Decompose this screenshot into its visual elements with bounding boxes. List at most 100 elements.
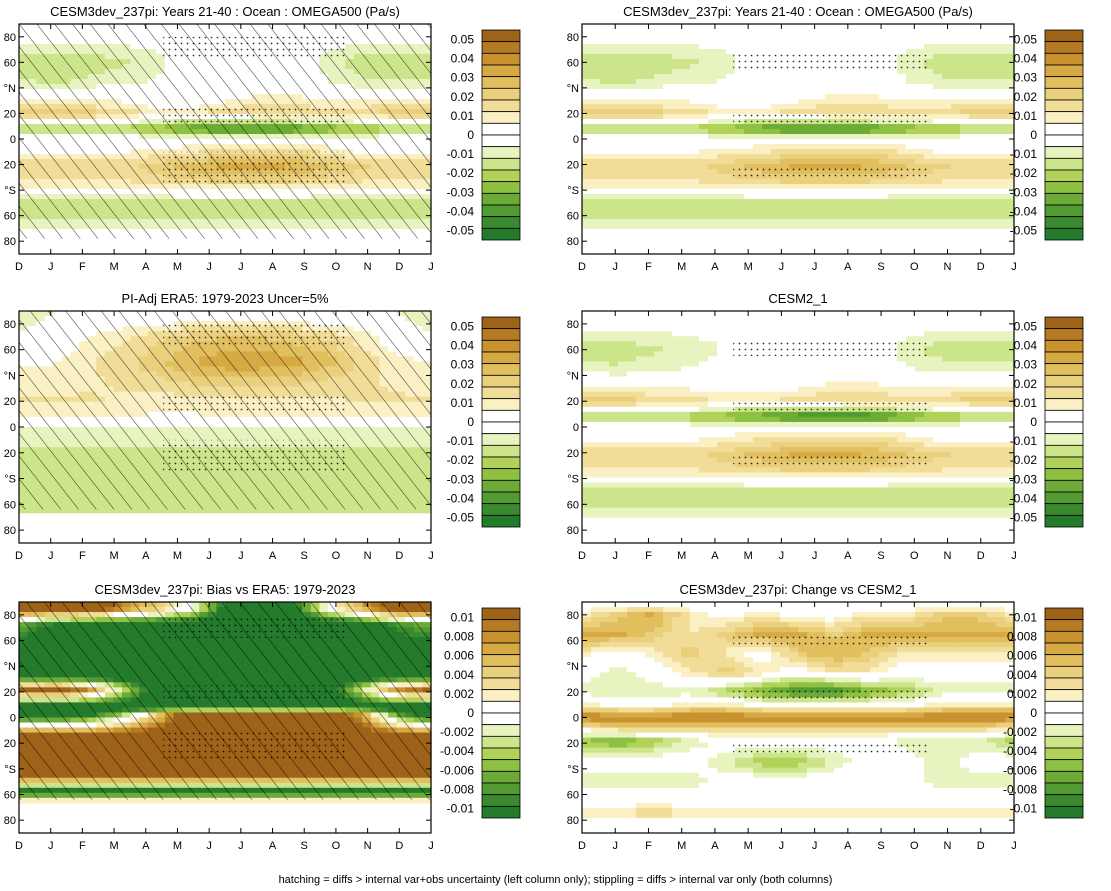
field-cell [600,194,610,200]
field-cell [933,149,943,155]
field-cell [699,104,709,110]
field-cell [672,89,682,95]
field-cell [663,69,673,75]
field-cell [879,149,889,155]
field-cell [771,214,781,220]
field-cell [591,29,601,35]
field-cell [942,149,952,155]
field-cell [1005,74,1015,80]
field-cell [735,29,745,35]
field-cell [996,69,1006,75]
field-cell [699,124,709,130]
field-cell [753,214,763,220]
field-cell [591,164,601,170]
field-cell [717,184,727,190]
field-cell [780,139,790,145]
field-cell [609,219,619,225]
field-cell [861,34,871,40]
field-cell [834,49,844,55]
field-cell [681,204,691,210]
field-cell [978,144,988,150]
field-cell [591,229,601,235]
y-tick-label: °S [4,185,16,197]
field-cell [978,94,988,100]
field-cell [699,139,709,145]
field-cell [708,44,718,50]
field-cell [591,114,601,120]
colorbar: 0.050.040.030.020.010-0.01-0.02-0.03-0.0… [1010,29,1084,241]
field-cell [591,149,601,155]
field-cell [717,59,727,65]
field-cell [996,74,1006,80]
field-cell [861,154,871,160]
field-cell [609,79,619,85]
field-cell [933,34,943,40]
field-cell [618,149,628,155]
field-cell [870,234,880,240]
field-cell [924,154,934,160]
field-cell [960,124,970,130]
field-cell [726,79,736,85]
field-cell [942,184,952,190]
field-cell [609,54,619,60]
field-cell [609,59,619,65]
field-cell [591,64,601,70]
field-cell [690,54,700,60]
field-cell [915,154,925,160]
field-cell [609,94,619,100]
field-cell [618,39,628,45]
field-cell [690,109,700,115]
field-cell [762,84,772,90]
field-cell [825,84,835,90]
field-cell [699,169,709,175]
field-cell [933,119,943,125]
colorbar-label: 0.03 [451,71,475,85]
field-cell [645,124,655,130]
field-cell [681,119,691,125]
field-cell [879,154,889,160]
field-cell [888,154,898,160]
field-cell [663,224,673,230]
field-cell [1005,94,1015,100]
field-cell [807,104,817,110]
field-cell [861,69,871,75]
field-cell [726,94,736,100]
field-cell [996,34,1006,40]
field-cell [978,54,988,60]
field-cell [960,214,970,220]
field-cell [600,69,610,75]
field-cell [708,74,718,80]
field-cell [987,189,997,195]
field-cell [816,234,826,240]
field-cell [960,94,970,100]
field-cell [753,39,763,45]
field-cell [960,39,970,45]
field-cell [816,124,826,130]
field-cell [654,84,664,90]
field-cell [645,224,655,230]
field-cell [906,184,916,190]
field-cell [609,124,619,130]
field-cell [915,89,925,95]
colorbar-box [481,146,521,159]
field-cell [933,194,943,200]
field-cell [690,219,700,225]
field-cell [789,49,799,55]
field-cell [681,229,691,235]
field-cell [807,234,817,240]
field-cell [960,189,970,195]
field-cell [771,79,781,85]
field-cell [591,209,601,215]
field-cell [618,194,628,200]
field-cell [582,104,592,110]
field-cell [591,39,601,45]
field-cell [951,104,961,110]
field-cell [789,84,799,90]
field-cell [996,104,1006,110]
field-cell [672,164,682,170]
field-cell [1005,234,1015,240]
field-cell [906,34,916,40]
field-cell [618,34,628,40]
field-cell [645,44,655,50]
field-cell [870,179,880,185]
